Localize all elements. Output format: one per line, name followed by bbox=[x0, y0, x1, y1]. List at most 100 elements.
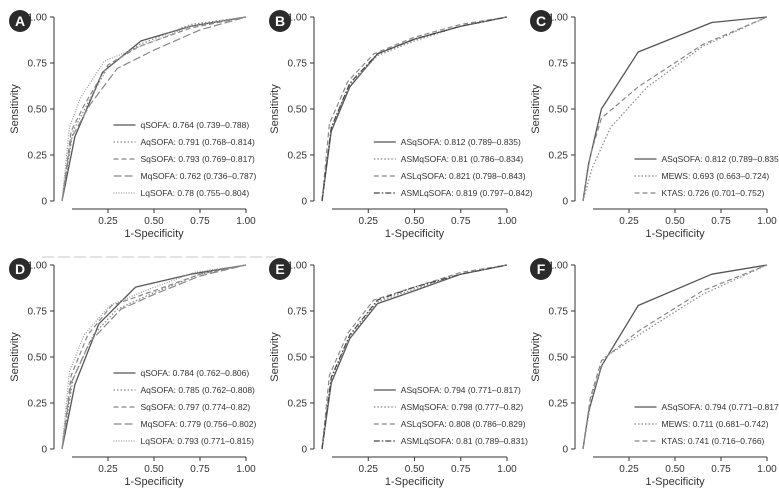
x-tick-label: 0.50 bbox=[144, 216, 164, 227]
y-tick-label: 0 bbox=[41, 445, 47, 456]
panel-A: A 0 0.25 0.50 0.75 1.00 0.25 0.50 0.75 1.00 1-Spec… bbox=[9, 10, 256, 240]
legend-series-name: MEWS: bbox=[662, 419, 693, 429]
y-tick-label: 0.75 bbox=[549, 307, 569, 318]
legend-entry: ASMqSOFA: 0.81 (0.786–0.834) bbox=[401, 154, 524, 164]
x-axis-title: 1-Specificity bbox=[124, 228, 184, 240]
legend-series-name: SqSOFA: bbox=[141, 154, 179, 164]
legend-auc-ci: 0.798 (0.777–0.82) bbox=[451, 402, 523, 412]
x-tick-label: 1.00 bbox=[757, 216, 777, 227]
panel-badge-D bbox=[9, 258, 31, 280]
y-axis-title: Sensitivity bbox=[269, 332, 281, 382]
legend-auc-ci: 0.793 (0.769–0.817) bbox=[178, 154, 255, 164]
panel-label: E bbox=[275, 261, 284, 277]
series-line-MEWS bbox=[582, 264, 768, 450]
legend-auc-ci: 0.791 (0.768–0.814) bbox=[178, 137, 255, 147]
x-tick-label: 0.25 bbox=[98, 464, 118, 475]
x-tick-label: 0.50 bbox=[405, 464, 425, 475]
legend-entry: MqSOFA: 0.779 (0.756–0.802) bbox=[141, 419, 257, 429]
y-tick-label: 0.75 bbox=[288, 307, 308, 318]
legend-series-name: qSOFA: bbox=[141, 368, 173, 378]
y-tick-label: 0 bbox=[562, 197, 568, 208]
y-tick-label: 0.50 bbox=[288, 105, 308, 116]
y-tick-label: 0.75 bbox=[28, 307, 48, 318]
legend-entry: KTAS: 0.741 (0.716–0.766) bbox=[662, 436, 765, 446]
y-tick-label: 0.50 bbox=[288, 353, 308, 364]
legend-auc-ci: 0.762 (0.736–0.787) bbox=[180, 171, 257, 181]
series-line-ASMLqSOFA bbox=[321, 264, 508, 450]
x-tick-label: 1.00 bbox=[497, 464, 517, 475]
x-tick-label: 0.25 bbox=[619, 464, 639, 475]
legend-series-name: qSOFA: bbox=[141, 120, 173, 130]
legend-entry: MqSOFA: 0.762 (0.736–0.787) bbox=[141, 171, 257, 181]
y-axis-title: Sensitivity bbox=[9, 332, 21, 382]
legend-auc-ci: 0.797 (0.774–0.82) bbox=[178, 402, 250, 412]
legend-series-name: ASqSOFA: bbox=[662, 402, 705, 412]
panel-badge-F bbox=[530, 258, 552, 280]
y-tick-label: 0.50 bbox=[549, 353, 569, 364]
y-tick-label: 1.00 bbox=[549, 13, 569, 24]
legend-series-name: LqSOFA: bbox=[141, 188, 178, 198]
series-line-LqSOFA bbox=[61, 16, 247, 202]
panel-label: D bbox=[15, 261, 25, 277]
y-axis-title: Sensitivity bbox=[530, 332, 542, 382]
panel-label: A bbox=[15, 13, 25, 29]
legend-series-name: ASMLqSOFA: bbox=[401, 436, 456, 446]
panel-C: C 0 0.25 0.50 0.75 1.00 0.25 0.50 0.75 1.00 1-Spec… bbox=[530, 10, 779, 240]
x-tick-label: 0.25 bbox=[619, 216, 639, 227]
legend-entry: ASqSOFA: 0.812 (0.789–0.835) bbox=[401, 137, 521, 147]
legend-series-name: ASLqSOFA: bbox=[401, 171, 449, 181]
legend-entry: LqSOFA: 0.78 (0.755–0.804) bbox=[141, 188, 250, 198]
x-tick-label: 0.25 bbox=[359, 216, 379, 227]
x-tick-label: 0.75 bbox=[451, 464, 471, 475]
x-tick-label: 1.00 bbox=[236, 464, 256, 475]
legend-auc-ci: 0.711 (0.681–0.742) bbox=[693, 419, 769, 429]
legend-entry: ASMqSOFA: 0.798 (0.777–0.82) bbox=[401, 402, 524, 412]
legend-auc-ci: 0.78 (0.755–0.804) bbox=[177, 188, 249, 198]
legend-auc-ci: 0.821 (0.798–0.843) bbox=[449, 171, 526, 181]
y-tick-label: 0.25 bbox=[549, 399, 569, 410]
legend-series-name: MqSOFA: bbox=[141, 171, 180, 181]
legend-series-name: ASqSOFA: bbox=[401, 385, 444, 395]
x-tick-label: 0.50 bbox=[405, 216, 425, 227]
legend-entry: ASLqSOFA: 0.808 (0.786–0.829) bbox=[401, 419, 526, 429]
y-tick-label: 0.50 bbox=[28, 353, 48, 364]
x-axis-title: 1-Specificity bbox=[645, 228, 705, 240]
y-tick-label: 0.50 bbox=[28, 105, 48, 116]
x-tick-label: 0.50 bbox=[665, 464, 685, 475]
series-line-ASqSOFA bbox=[582, 264, 768, 450]
legend-auc-ci: 0.741 (0.716–0.766) bbox=[688, 436, 765, 446]
y-tick-label: 0.75 bbox=[28, 59, 48, 70]
legend-auc-ci: 0.764 (0.739–0.788) bbox=[173, 120, 250, 130]
legend-series-name: ASMqSOFA: bbox=[401, 402, 452, 412]
legend-series-name: LqSOFA: bbox=[141, 436, 178, 446]
panel-label: B bbox=[275, 13, 285, 29]
series-line-ASLqSOFA bbox=[321, 264, 508, 450]
y-tick-label: 0.75 bbox=[549, 59, 569, 70]
legend-series-name: ASqSOFA: bbox=[401, 137, 444, 147]
panel-label: C bbox=[536, 13, 546, 29]
legend-entry: ASqSOFA: 0.794 (0.771–0.817) bbox=[662, 402, 779, 412]
series-line-MqSOFA bbox=[61, 264, 247, 450]
panel-badge-B bbox=[269, 10, 291, 32]
y-tick-label: 0.25 bbox=[28, 151, 48, 162]
y-tick-label: 0.25 bbox=[288, 399, 308, 410]
series-line-MEWS bbox=[582, 16, 768, 202]
legend-series-name: MEWS: bbox=[662, 171, 693, 181]
y-axis-title: Sensitivity bbox=[9, 84, 21, 134]
panel-D: D 0 0.25 0.50 0.75 1.00 0.25 0.50 0.75 1.00 1-Spec… bbox=[9, 256, 276, 488]
series-line-AqSOFA bbox=[61, 16, 247, 202]
panel-badge-C bbox=[530, 10, 552, 32]
y-tick-label: 0 bbox=[301, 445, 307, 456]
legend-auc-ci: 0.794 (0.771–0.817) bbox=[444, 385, 521, 395]
legend-entry: LqSOFA: 0.793 (0.771–0.815) bbox=[141, 436, 255, 446]
series-line-MqSOFA bbox=[61, 16, 247, 202]
panel-F: F 0 0.25 0.50 0.75 1.00 0.25 0.50 0.75 1.00 1-Spec… bbox=[530, 258, 779, 488]
panel-B: B 0 0.25 0.50 0.75 1.00 0.25 0.50 0.75 1.00 1-Spec… bbox=[269, 10, 533, 240]
legend-auc-ci: 0.819 (0.797–0.842) bbox=[456, 188, 533, 198]
legend-auc-ci: 0.812 (0.789–0.835) bbox=[705, 154, 779, 164]
x-tick-label: 1.00 bbox=[236, 216, 256, 227]
panel-label: F bbox=[537, 261, 546, 277]
legend-series-name: ASMqSOFA: bbox=[401, 154, 452, 164]
